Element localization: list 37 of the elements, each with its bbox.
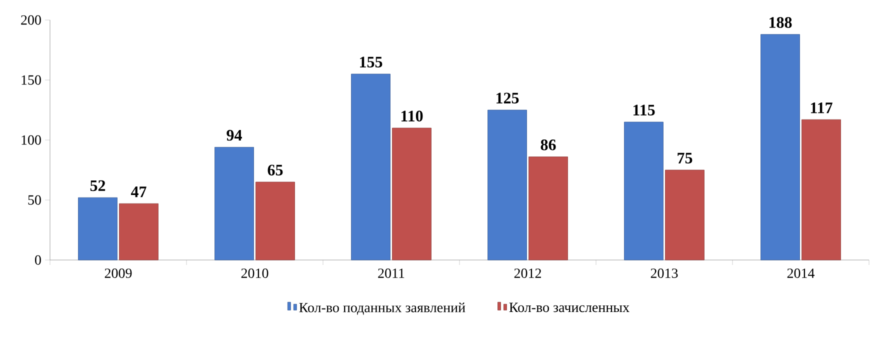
data-label: 155 [360,56,382,68]
bar [760,34,800,260]
y-tick-label: 100 [22,135,41,145]
data-label: 94 [226,130,242,141]
bar [214,147,254,260]
data-label: 110 [401,110,423,122]
data-label: 47 [130,186,146,198]
data-label: 75 [678,152,692,164]
bar [119,203,158,260]
x-tick-label: 2012 [514,268,541,278]
legend-label: Кол-во поданных заявлений [299,302,466,315]
data-label: 52 [90,180,106,192]
y-tick-label: 50 [28,195,41,205]
data-label: 188 [770,17,792,28]
bar [256,182,295,260]
bar [488,110,527,260]
data-label: 86 [540,139,556,150]
bar [665,170,704,260]
y-tick-label: 200 [21,15,41,25]
x-tick-label: 2009 [104,268,132,278]
data-label: 65 [268,164,283,176]
bar [802,119,841,260]
y-tick-label: 0 [35,255,41,265]
data-label: 115 [633,104,655,116]
bar [528,156,568,260]
bar [351,74,390,260]
x-tick-label: 2010 [241,268,268,278]
data-label: 125 [496,92,519,104]
bar [624,122,664,260]
x-tick-label: 2014 [787,268,815,278]
y-tick-label: 150 [22,75,41,85]
bar [78,197,118,260]
data-label: 117 [810,102,832,114]
x-tick-label: 2013 [650,268,678,278]
bar [392,128,432,260]
x-tick-label: 2011 [378,268,404,278]
legend-label: Кол-во зачисленных [509,302,630,312]
